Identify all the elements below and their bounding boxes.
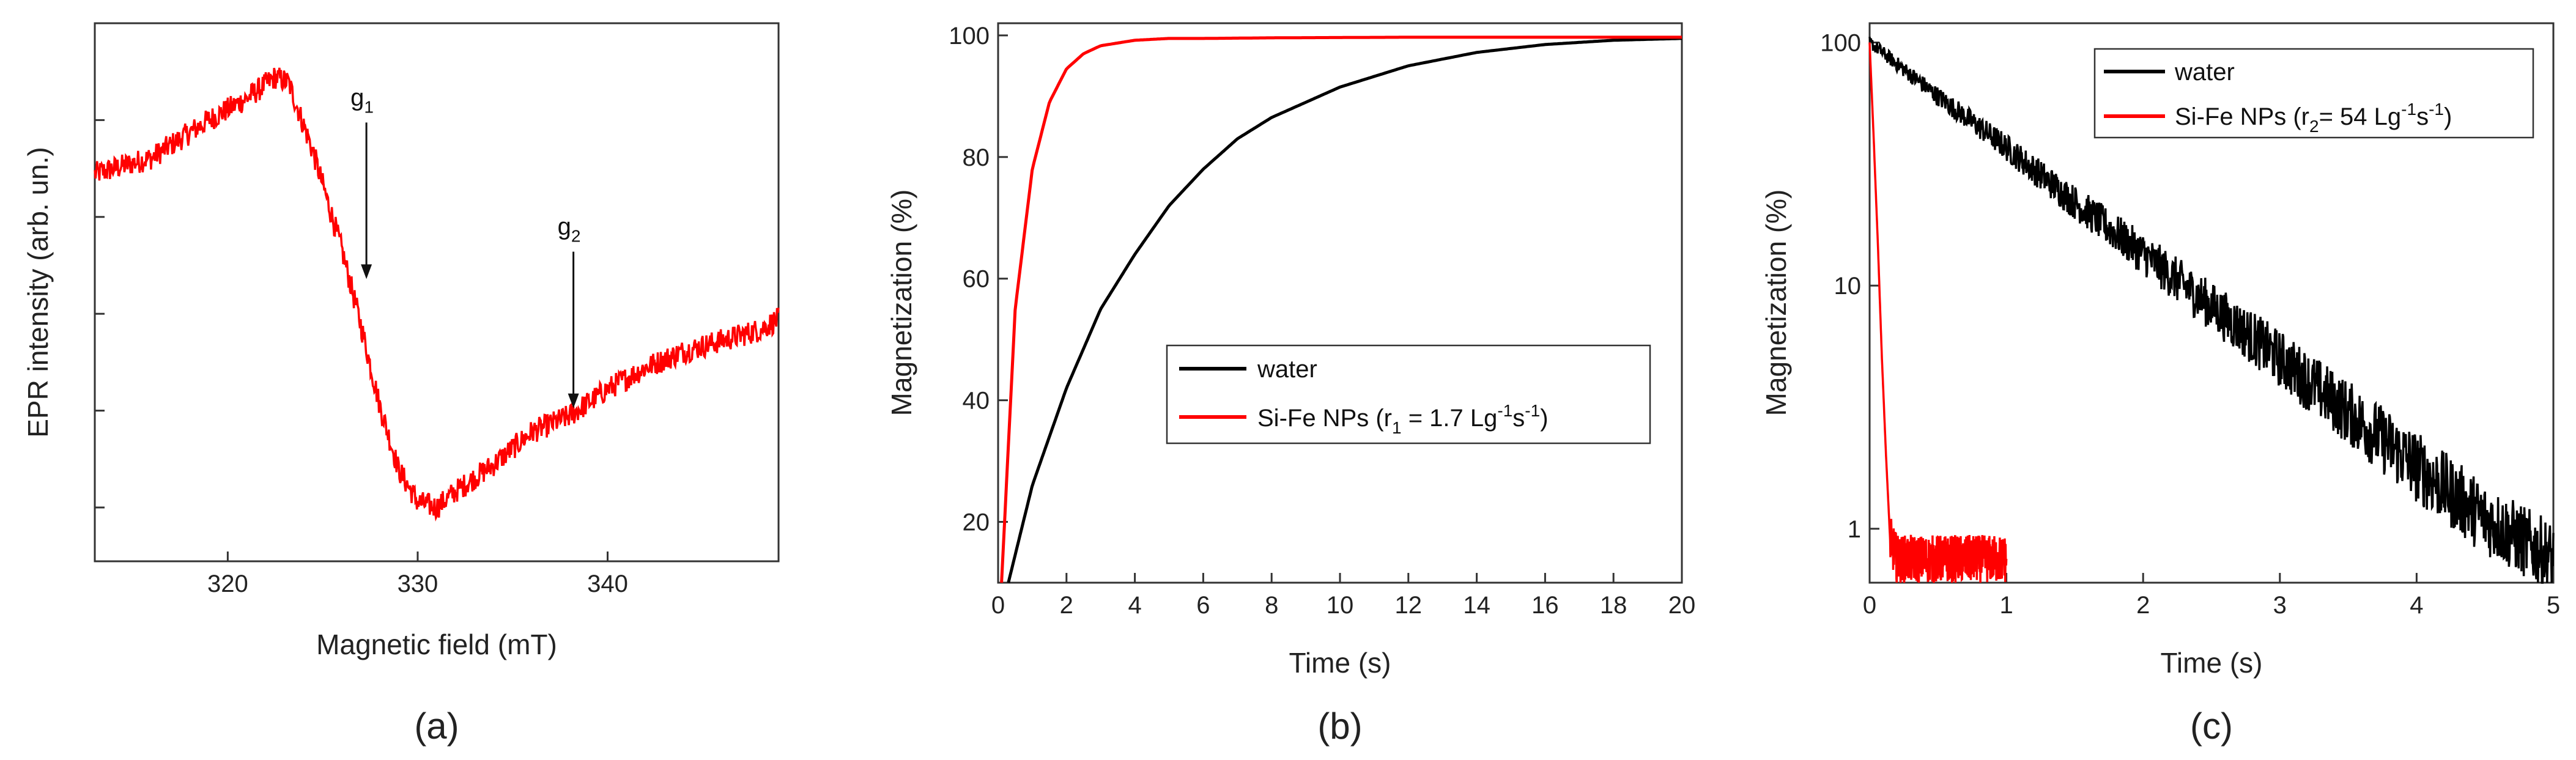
legend-label-sife-c-part1: Si-Fe NPs (r bbox=[2175, 103, 2309, 130]
annotation-label-sub: 1 bbox=[364, 97, 374, 116]
legend-label-water-c: water bbox=[2174, 59, 2235, 86]
x-axis-label-c: Time (s) bbox=[2161, 647, 2263, 679]
y-tick-label: 1 bbox=[1848, 516, 1861, 543]
y-ticks-b: 20 40 60 80 100 bbox=[949, 23, 1008, 536]
panel-label-c: (c) bbox=[2190, 706, 2233, 747]
x-tick-label: 4 bbox=[2410, 592, 2423, 619]
plot-frame-b bbox=[997, 22, 1683, 584]
series-line-epr bbox=[94, 67, 780, 522]
legend-label-sife-c-sub: 2 bbox=[2309, 117, 2319, 136]
annotation-label-sub: 2 bbox=[571, 227, 581, 246]
x-tick-label: 20 bbox=[1668, 592, 1696, 619]
panel-label-b: (b) bbox=[1317, 706, 1362, 747]
y-ticks-c: 1 10 100 bbox=[1820, 29, 1879, 543]
x-ticks-b: 0 2 4 6 8 10 12 14 16 18 20 bbox=[991, 573, 1695, 619]
series-group-a bbox=[94, 67, 780, 522]
series-line-sife-nps bbox=[1868, 42, 2008, 583]
y-axis-label-b: Magnetization (%) bbox=[886, 190, 917, 416]
annotation-label-main: g bbox=[558, 213, 571, 240]
annotation-label-g1: g1 bbox=[350, 84, 374, 116]
legend-label-sife-c-sup2: -1 bbox=[2429, 100, 2444, 119]
legend-label-sife-c-part3: s bbox=[2416, 103, 2429, 130]
legend-label-sife-b-part1: Si-Fe NPs (r bbox=[1257, 405, 1392, 432]
x-tick-label: 6 bbox=[1196, 592, 1210, 619]
legend-label-sife-b-end: ) bbox=[1540, 405, 1548, 432]
panel-b-t1-chart: 20 40 60 80 100 0 2 4 6 8 10 12 14 16 18 20 water Si-F… bbox=[886, 22, 1695, 747]
x-tick-label: 1 bbox=[1999, 592, 2013, 619]
legend-b: water Si-Fe NPs (r1 = 1.7 Lg-1s-1) bbox=[1166, 344, 1651, 445]
legend-label-sife-c-sup1: -1 bbox=[2401, 100, 2416, 119]
x-tick-label: 320 bbox=[207, 570, 248, 597]
y-ticks-a bbox=[95, 119, 105, 509]
panel-label-a: (a) bbox=[414, 706, 459, 747]
x-tick-label: 3 bbox=[2273, 592, 2287, 619]
y-tick-label: 20 bbox=[963, 509, 990, 536]
x-tick-label: 16 bbox=[1531, 592, 1559, 619]
y-tick-label: 40 bbox=[963, 388, 990, 415]
series-line-water bbox=[1868, 37, 2555, 584]
x-axis-label-b: Time (s) bbox=[1289, 647, 1391, 679]
legend-c: water Si-Fe NPs (r2= 54 Lg-1s-1) bbox=[2093, 48, 2534, 139]
x-tick-label: 0 bbox=[991, 592, 1005, 619]
legend-label-sife-c: Si-Fe NPs (r2= 54 Lg-1s-1) bbox=[2175, 100, 2452, 136]
annotation-label-g2: g2 bbox=[558, 213, 581, 246]
legend-label-sife-b-part2: = 1.7 Lg bbox=[1402, 405, 1498, 432]
y-axis-label-a: EPR intensity (arb. un.) bbox=[22, 147, 54, 438]
legend-label-sife-b-sup1: -1 bbox=[1497, 401, 1512, 420]
x-tick-label: 12 bbox=[1395, 592, 1423, 619]
annotation-arrowhead-g1 bbox=[361, 264, 372, 279]
legend-label-sife-b: Si-Fe NPs (r1 = 1.7 Lg-1s-1) bbox=[1257, 401, 1549, 437]
x-tick-label: 330 bbox=[398, 570, 439, 597]
legend-label-sife-b-sub: 1 bbox=[1392, 418, 1402, 437]
x-tick-label: 14 bbox=[1463, 592, 1490, 619]
legend-label-sife-b-part3: s bbox=[1512, 405, 1525, 432]
legend-box-b bbox=[1166, 344, 1651, 445]
annotation-arrowhead-g2 bbox=[568, 393, 579, 408]
x-tick-label: 10 bbox=[1327, 592, 1354, 619]
y-axis-label-c: Magnetization (%) bbox=[1760, 190, 1792, 416]
plot-frame-c bbox=[1868, 22, 2555, 584]
legend-label-sife-c-end: ) bbox=[2444, 103, 2452, 130]
x-tick-label: 4 bbox=[1128, 592, 1141, 619]
x-tick-label: 340 bbox=[587, 570, 628, 597]
x-tick-label: 2 bbox=[1060, 592, 1073, 619]
y-tick-label: 100 bbox=[949, 23, 990, 50]
x-tick-label: 2 bbox=[2136, 592, 2150, 619]
x-ticks-a: 320 330 340 bbox=[207, 552, 628, 597]
x-ticks-c: 0 1 2 3 4 5 bbox=[1863, 573, 2560, 619]
legend-label-water-b: water bbox=[1257, 356, 1317, 383]
y-tick-label: 10 bbox=[1834, 273, 1862, 300]
x-tick-label: 5 bbox=[2547, 592, 2560, 619]
series-line-water bbox=[1007, 37, 1682, 583]
x-axis-label-a: Magnetic field (mT) bbox=[316, 629, 557, 660]
legend-label-sife-c-part2: = 54 Lg bbox=[2319, 103, 2402, 130]
y-tick-label: 100 bbox=[1820, 29, 1861, 56]
series-group-c bbox=[1868, 37, 2555, 584]
plot-frame-a bbox=[94, 22, 780, 563]
legend-label-sife-b-sup2: -1 bbox=[1525, 401, 1540, 420]
x-tick-label: 8 bbox=[1265, 592, 1278, 619]
x-tick-label: 0 bbox=[1863, 592, 1876, 619]
x-tick-label: 18 bbox=[1600, 592, 1627, 619]
annotation-label-main: g bbox=[350, 84, 364, 111]
y-tick-label: 60 bbox=[963, 266, 990, 293]
series-line-sife-nps bbox=[1000, 35, 1682, 583]
legend-box-c bbox=[2093, 48, 2534, 139]
y-tick-label: 80 bbox=[963, 144, 990, 171]
series-group-b bbox=[1000, 35, 1682, 583]
